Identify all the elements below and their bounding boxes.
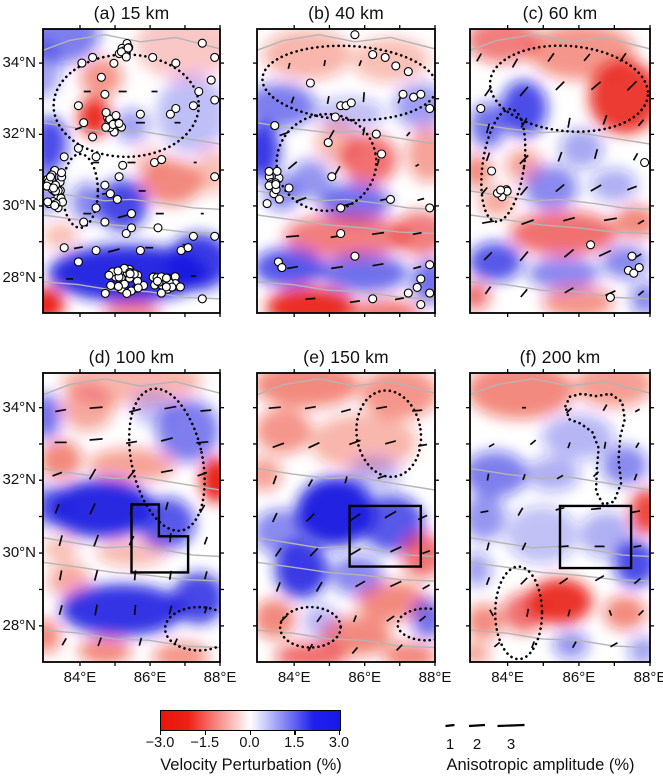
panel-title-d: (d) 100 km (88, 347, 175, 367)
panel-title-c: (c) 60 km (522, 3, 598, 23)
colorbar-tick (249, 731, 251, 735)
lon-label: 88°E (633, 669, 663, 686)
map-panel-d (39, 369, 224, 666)
lon-label: 88°E (203, 669, 237, 686)
lat-label: 28°N (2, 268, 36, 286)
map-panel-e (253, 369, 439, 666)
lon-label: 86°E (562, 669, 596, 686)
colorbar-tick (339, 731, 341, 735)
panel-title-e: (e) 150 km (303, 347, 389, 367)
map-panel-b (253, 25, 439, 317)
amp-legend-value: 2 (473, 736, 481, 753)
lon-label: 84°E (277, 669, 311, 686)
anisotropy-legend-title: Anisotropic amplitude (%) (446, 756, 635, 774)
amp-legend-value: 3 (507, 736, 515, 753)
map-panel-a (39, 25, 224, 317)
colorbar-tick-label: 3.0 (328, 735, 350, 751)
lat-label: 32°N (2, 125, 36, 143)
lon-label: 86°E (133, 669, 167, 686)
colorbar-tick (204, 731, 207, 735)
lon-label: 84°E (63, 669, 97, 686)
lat-label: 34°N (2, 398, 36, 416)
colorbar-tick-label: −3.0 (145, 735, 175, 751)
map-panel-f (466, 369, 654, 666)
panel-title-a: (a) 15 km (93, 3, 170, 23)
colorbar-title: Velocity Perturbation (%) (160, 756, 342, 774)
map-panel-c (466, 25, 654, 317)
lat-label: 28°N (2, 616, 36, 634)
colorbar-gradient (160, 710, 341, 731)
lon-label: 88°E (418, 669, 452, 686)
lat-label: 30°N (2, 196, 36, 214)
anisotropy-legend-bars: 1 2 3 (445, 723, 525, 753)
amp-legend-value: 1 (446, 736, 454, 753)
lon-label: 84°E (491, 669, 524, 686)
lat-label: 30°N (2, 544, 36, 562)
panel-title-b: (b) 40 km (308, 3, 384, 23)
colorbar-tick (160, 731, 162, 735)
lat-label: 34°N (2, 54, 36, 72)
lat-label: 32°N (2, 471, 36, 489)
lon-label: 86°E (348, 669, 382, 686)
colorbar-tick-label: −1.5 (190, 735, 220, 751)
colorbar-tick (294, 731, 296, 735)
panel-title-f: (f) 200 km (519, 347, 601, 367)
colorbar-tick-label: 1.5 (284, 735, 305, 751)
colorbar-tick-label: 0.0 (239, 735, 260, 751)
